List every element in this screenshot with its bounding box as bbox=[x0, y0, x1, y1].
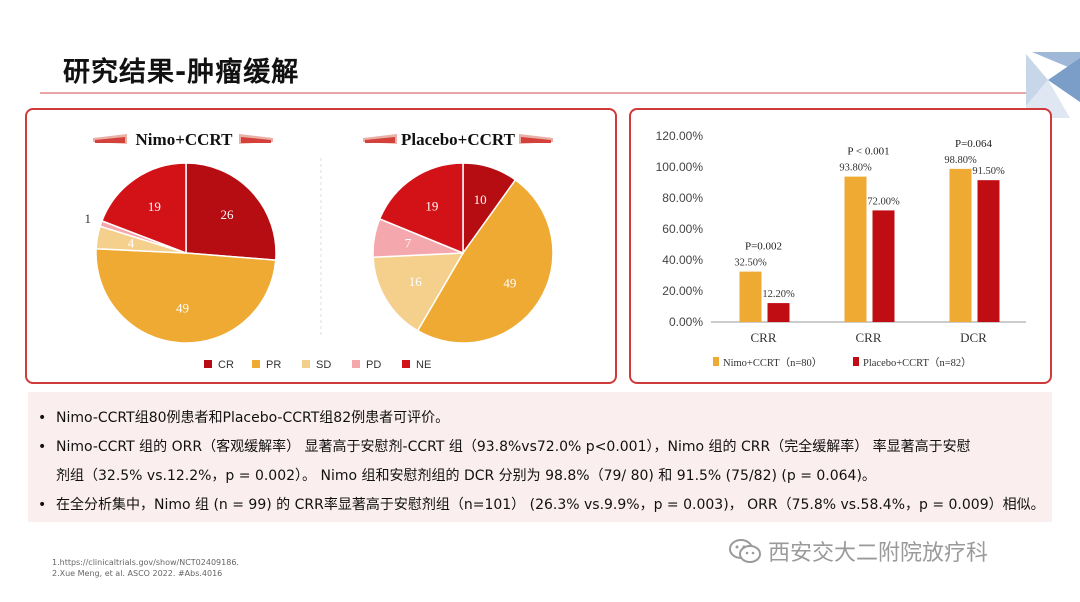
legend-swatch bbox=[252, 360, 260, 368]
bar-data-labels: 32.50% 12.20% P=0.002 93.80% 72.00% P < 0.001… bbox=[734, 138, 1005, 300]
legend-label: PD bbox=[366, 359, 381, 371]
watermark: 西安交大二附院放疗科 bbox=[728, 535, 988, 567]
bullet-continuation: 剂组（32.5% vs.12.2%，p = 0.002）。 Nimo 组和安慰剂… bbox=[38, 466, 1048, 486]
legend-label: PR bbox=[266, 359, 281, 371]
p-value-label: P < 0.001 bbox=[847, 146, 889, 158]
pie-slice-ne bbox=[378, 162, 464, 255]
pie-title-nimo: Nimo+CCRT bbox=[136, 130, 234, 149]
bar-data-label: 93.80% bbox=[839, 163, 872, 174]
bullet-item: • Nimo-CCRT组80例患者和Placebo-CCRT组82例患者可评价。 bbox=[38, 408, 1048, 428]
bar-legend: Nimo+CCRT（n=80） Placebo+CCRT（n=82） bbox=[713, 357, 972, 369]
pie-title-placebo: Placebo+CCRT bbox=[401, 130, 516, 149]
bar-nimo bbox=[739, 271, 762, 322]
y-tick-label: 80.00% bbox=[662, 191, 703, 205]
bar-placebo bbox=[872, 210, 895, 322]
bar-chart-panel: 0.00% 20.00% 40.00% 60.00% 80.00% 100.00% 120.… bbox=[629, 108, 1052, 384]
bullet-dot: • bbox=[38, 497, 47, 513]
footnote: 2.Xue Meng, et al. ASCO 2022. #Abs.4016 bbox=[52, 569, 223, 578]
p-value-label: P=0.002 bbox=[745, 241, 782, 253]
bullet-text: Nimo-CCRT组80例患者和Placebo-CCRT组82例患者可评价。 bbox=[56, 410, 450, 426]
bar-data-label: 12.20% bbox=[762, 289, 795, 300]
wechat-icon bbox=[729, 539, 761, 563]
legend-swatch bbox=[302, 360, 310, 368]
pie-value-label: 7 bbox=[405, 236, 412, 251]
ribbon-icon bbox=[519, 134, 553, 144]
x-tick-label: CRR bbox=[855, 330, 881, 345]
bar-data-label: 98.80% bbox=[944, 155, 977, 166]
x-tick-label: DCR bbox=[960, 330, 987, 345]
y-tick-label: 60.00% bbox=[662, 222, 703, 236]
legend-swatch bbox=[713, 357, 719, 366]
pie-charts-panel: Nimo+CCRT Placebo+CCRT 26 49 4 1 19 10 49 16 7 1… bbox=[25, 108, 617, 384]
pie-value-label: 10 bbox=[474, 192, 487, 207]
findings-box: • Nimo-CCRT组80例患者和Placebo-CCRT组82例患者可评价。 … bbox=[28, 392, 1052, 522]
pie-value-label: 19 bbox=[148, 199, 161, 214]
pie-value-label: 19 bbox=[425, 199, 438, 214]
legend-swatch bbox=[853, 357, 859, 366]
legend-label: NE bbox=[416, 359, 431, 371]
y-tick-label: 0.00% bbox=[669, 315, 703, 329]
pie-chart-placebo: 10 49 16 7 19 bbox=[372, 162, 554, 344]
pie-slice-ne bbox=[100, 162, 187, 255]
x-tick-label: CRR bbox=[750, 330, 776, 345]
pie-chart-nimo: 26 49 4 1 19 bbox=[84, 162, 277, 344]
bar-nimo bbox=[844, 176, 867, 322]
bullet-text: 在全分析集中，Nimo 组 (n = 99) 的 CRR率显著高于安慰剂组（n=… bbox=[56, 497, 1045, 513]
legend-label: SD bbox=[316, 359, 331, 371]
bullet-text: 剂组（32.5% vs.12.2%，p = 0.002）。 Nimo 组和安慰剂… bbox=[56, 468, 876, 484]
legend-swatch bbox=[402, 360, 410, 368]
pie-slice-pr bbox=[416, 178, 554, 344]
bar-series bbox=[739, 168, 1000, 322]
ribbon-icon bbox=[363, 134, 397, 144]
page-title: 研究结果-肿瘤缓解 bbox=[63, 57, 300, 88]
bullet-item: • Nimo-CCRT 组的 ORR（客观缓解率） 显著高于安慰剂-CCRT 组（… bbox=[38, 437, 1048, 457]
bullet-text: Nimo-CCRT 组的 ORR（客观缓解率） 显著高于安慰剂-CCRT 组（9… bbox=[56, 439, 971, 455]
bar-data-label: 32.50% bbox=[734, 258, 767, 269]
pie-legend: CR PR SD PD NE bbox=[204, 359, 431, 371]
y-tick-label: 100.00% bbox=[656, 160, 704, 174]
bar-data-label: 72.00% bbox=[867, 196, 900, 207]
pie-value-label: 26 bbox=[220, 207, 234, 222]
legend-swatch bbox=[352, 360, 360, 368]
pie-value-label: 49 bbox=[503, 275, 516, 290]
pie-slice-cr bbox=[185, 162, 277, 261]
bar-axis: 0.00% 20.00% 40.00% 60.00% 80.00% 100.00% 120.… bbox=[656, 129, 1026, 345]
bar-placebo bbox=[767, 303, 790, 322]
pie-slice-pr bbox=[95, 247, 277, 344]
legend-label: Nimo+CCRT（n=80） bbox=[723, 357, 822, 369]
watermark-text: 西安交大二附院放疗科 bbox=[768, 541, 989, 566]
legend-label: Placebo+CCRT（n=82） bbox=[863, 357, 972, 369]
pie-value-label: 49 bbox=[176, 301, 189, 316]
legend-swatch bbox=[204, 360, 212, 368]
bullet-dot: • bbox=[38, 410, 47, 426]
bar-nimo bbox=[949, 168, 972, 322]
ribbon-icon bbox=[239, 134, 273, 144]
bar-chart: 0.00% 20.00% 40.00% 60.00% 80.00% 100.00% 120.… bbox=[656, 129, 1026, 369]
y-tick-label: 20.00% bbox=[662, 284, 703, 298]
footnote: 1.https://clinicaltrials.gov/show/NCT024… bbox=[52, 558, 239, 567]
footnotes: 1.https://clinicaltrials.gov/show/NCT024… bbox=[52, 557, 239, 579]
bullet-dot: • bbox=[38, 439, 47, 455]
y-tick-label: 120.00% bbox=[656, 129, 704, 143]
ribbon-icon bbox=[93, 134, 127, 144]
pie-slice-sd bbox=[372, 252, 465, 332]
legend-label: CR bbox=[218, 359, 234, 371]
pie-value-label: 16 bbox=[409, 274, 423, 289]
bar-data-label: 91.50% bbox=[972, 166, 1005, 177]
bullet-item: • 在全分析集中，Nimo 组 (n = 99) 的 CRR率显著高于安慰剂组（n… bbox=[38, 495, 1048, 515]
bar-placebo bbox=[977, 180, 1000, 322]
y-tick-label: 40.00% bbox=[662, 253, 703, 267]
pie-value-label: 4 bbox=[128, 235, 135, 250]
pie-value-label: 1 bbox=[84, 211, 91, 226]
title-divider bbox=[40, 92, 1038, 94]
p-value-label: P=0.064 bbox=[955, 138, 993, 150]
